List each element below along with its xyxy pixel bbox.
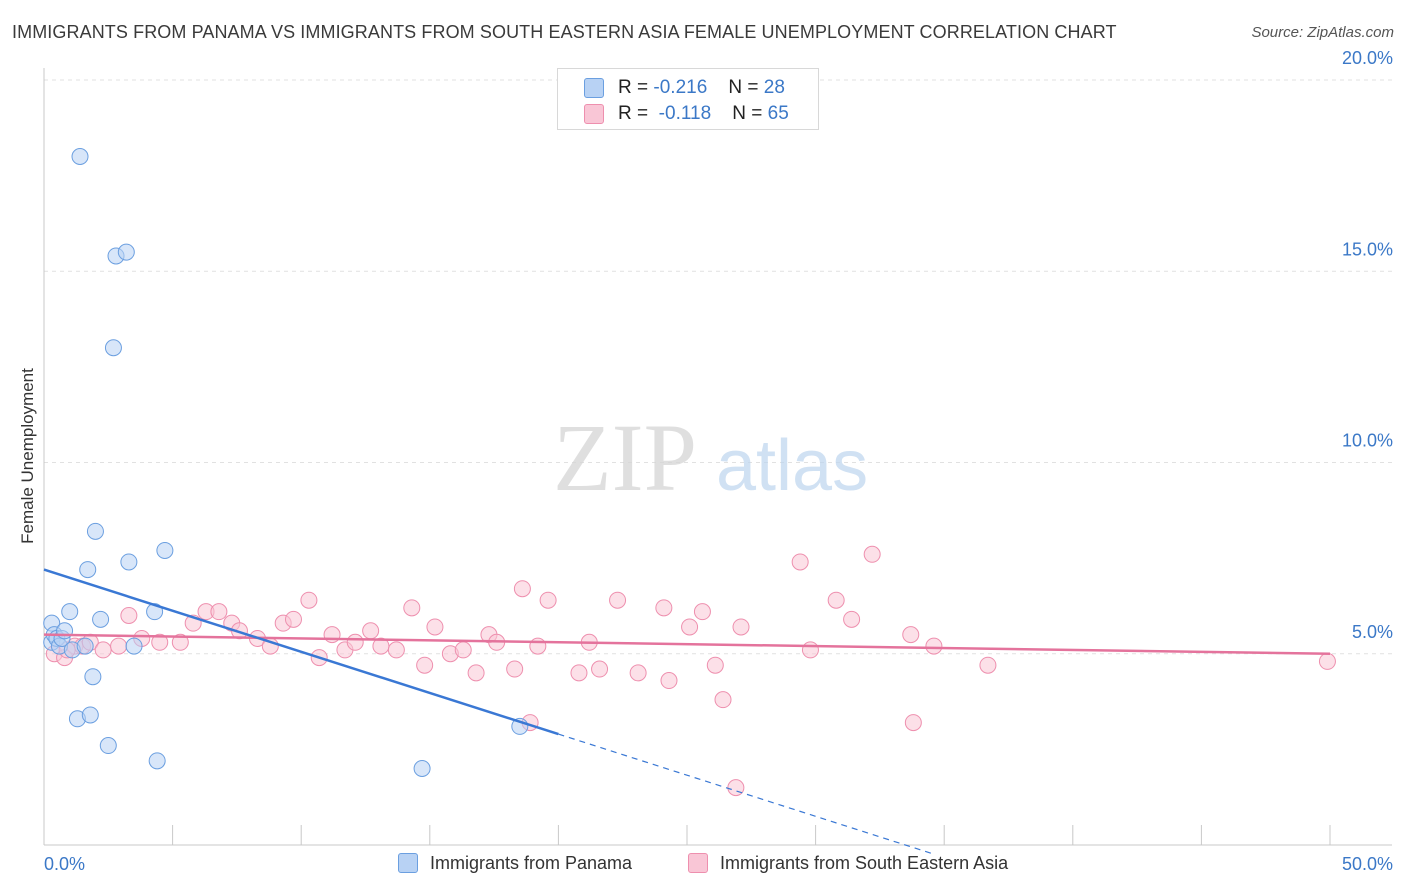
sea-point — [403, 599, 421, 617]
panama-point — [92, 610, 110, 628]
y-tick-label: 10.0% — [1342, 431, 1393, 451]
sea-point — [539, 591, 557, 609]
panama-trend-line — [43, 568, 559, 736]
sea-point — [591, 660, 609, 678]
grid — [44, 79, 1392, 655]
series-panama-points-blue — [43, 148, 529, 777]
y-axis-label: Female Unemployment — [18, 368, 37, 544]
legend-n-label: N = — [732, 103, 763, 124]
x-tick-label: 50.0% — [1342, 854, 1393, 874]
sea-point — [791, 553, 809, 571]
sea-point — [660, 672, 678, 690]
sea-point — [120, 607, 138, 624]
panama-point — [148, 752, 166, 770]
sea-point — [426, 618, 444, 636]
y-tick-label: 5.0% — [1352, 622, 1393, 642]
trend-lines — [43, 568, 1331, 854]
sea-point — [732, 618, 750, 636]
panama-point — [117, 243, 135, 261]
sea-point — [454, 641, 472, 659]
watermark: ZIP atlas — [553, 404, 868, 511]
sea-point — [827, 591, 845, 609]
sea-point — [210, 603, 228, 621]
panama-point — [61, 603, 79, 621]
tick-labels: 5.0% 10.0% 15.0% 20.0% 0.0% 50.0% — [44, 48, 1393, 874]
sea-point — [300, 591, 318, 609]
legend-n-label: N = — [728, 77, 759, 98]
sea-point — [171, 633, 189, 651]
bottom-legend-swatch-panama — [398, 853, 418, 873]
sea-point — [362, 622, 380, 640]
sea-point — [693, 603, 711, 621]
sea-point — [629, 664, 647, 682]
series-panama-points — [45, 545, 1336, 797]
sea-point — [902, 626, 920, 644]
panama-point — [71, 148, 89, 165]
y-tick-label: 20.0% — [1342, 48, 1393, 68]
legend-n-value-panama: 28 — [763, 77, 785, 98]
legend-n-value-sea: 65 — [767, 103, 789, 124]
source-label: Source: ZipAtlas.com — [1251, 24, 1394, 41]
sea-point — [655, 599, 673, 617]
sea-point — [284, 610, 302, 628]
sea-trend-line — [43, 633, 1331, 655]
y-tick-label: 15.0% — [1342, 239, 1393, 259]
bottom-legend-label-sea: Immigrants from South Eastern Asia — [720, 853, 1009, 873]
sea-point — [467, 664, 485, 682]
sea-point — [570, 664, 588, 682]
sea-point — [714, 691, 732, 709]
legend-swatch-panama — [584, 78, 604, 98]
legend-r-label: R = — [618, 103, 649, 124]
panama-trend-extension — [558, 733, 932, 854]
sea-point — [904, 714, 922, 732]
chart-title: IMMIGRANTS FROM PANAMA VS IMMIGRANTS FRO… — [12, 22, 1117, 42]
panama-point — [76, 637, 94, 655]
sea-point — [387, 641, 405, 659]
sea-point — [346, 633, 364, 651]
legend-r-label: R = — [618, 77, 649, 98]
sea-point — [863, 545, 881, 563]
sea-point — [706, 656, 724, 674]
legend-r-value-panama: -0.216 — [653, 77, 708, 98]
panama-point — [84, 668, 102, 686]
bottom-legend-label-panama: Immigrants from Panama — [430, 853, 633, 873]
legend-r-value-sea: -0.118 — [658, 103, 712, 124]
watermark-zip: ZIP — [553, 404, 697, 511]
sea-point — [529, 637, 547, 655]
sea-point — [94, 641, 112, 659]
sea-point — [1318, 652, 1336, 670]
legend-swatch-sea — [584, 104, 604, 124]
panama-point — [125, 637, 143, 655]
panama-point — [156, 541, 174, 559]
watermark-atlas: atlas — [716, 426, 868, 506]
panama-point — [79, 561, 97, 579]
sea-point — [609, 591, 627, 609]
sea-point — [151, 633, 169, 651]
sea-point — [801, 641, 819, 659]
sea-point — [843, 610, 861, 628]
panama-point — [86, 522, 104, 540]
bottom-legend-swatch-sea — [688, 853, 708, 873]
sea-point — [979, 656, 997, 674]
panama-point — [413, 760, 431, 777]
panama-point — [104, 339, 122, 357]
axes — [43, 68, 1392, 846]
sea-point — [925, 637, 943, 655]
x-tick-label: 0.0% — [44, 854, 85, 874]
sea-point — [506, 660, 524, 678]
sea-point — [110, 637, 128, 655]
panama-point — [81, 706, 99, 724]
sea-point — [681, 618, 699, 636]
sea-point — [513, 580, 531, 598]
panama-point — [120, 553, 138, 571]
correlation-legend: R = -0.216 N = 28 R = -0.118 N = 65 — [557, 68, 819, 130]
panama-point — [99, 737, 117, 755]
sea-point — [416, 656, 434, 674]
panama-point — [56, 622, 74, 640]
